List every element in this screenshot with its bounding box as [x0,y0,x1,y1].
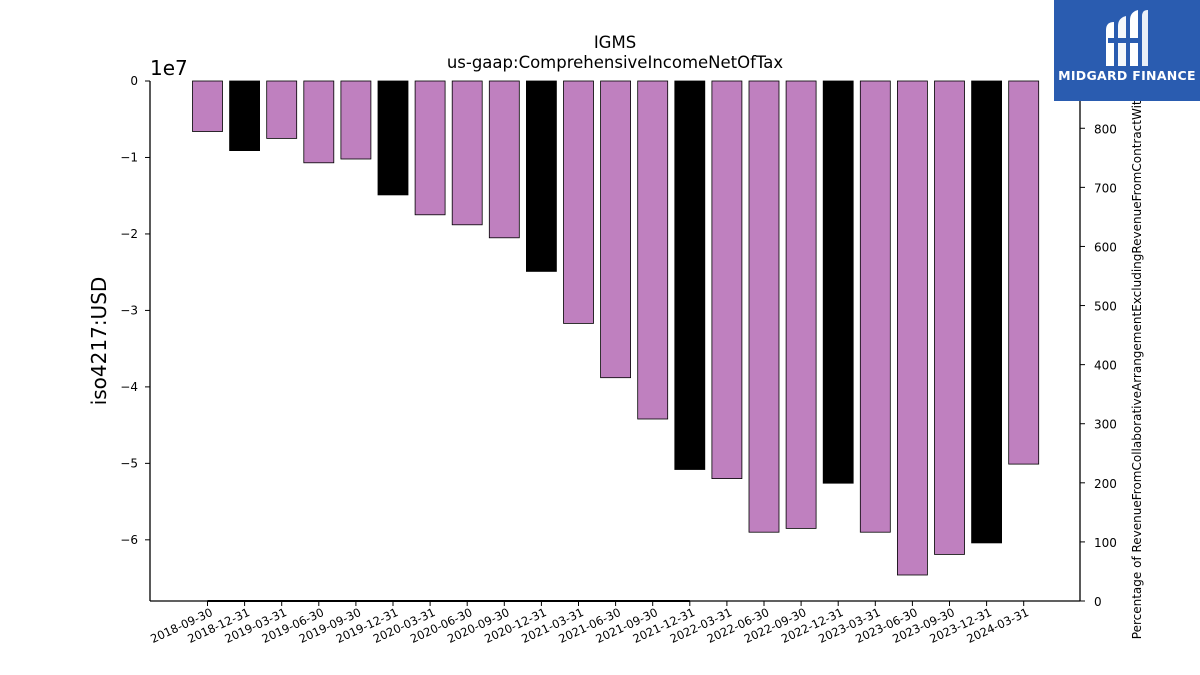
logo-text: MIDGARD FINANCE [1058,68,1196,83]
logo-mark-icon [1106,10,1148,66]
y2-ticks: 0 100 200 300 400 500 600 700 800 [1080,122,1117,609]
bar-2022-06-30 [748,80,780,533]
bar-2021-03-31 [563,80,594,324]
bar-2024-03-31 [1008,80,1040,465]
bar-2018-12-31 [229,80,261,151]
y-tick-label: −5 [120,456,138,470]
y-tick-label: −1 [120,150,138,164]
y-tick-label: −6 [120,533,138,547]
y2-tick-label: 500 [1094,300,1117,314]
y-axis-label: iso4217:USD [87,277,111,406]
y-tick-label: −2 [120,227,138,241]
x-ticks: 2018-09-302018-12-312019-03-312019-06-30… [148,601,1031,646]
bars-layer [192,80,1040,576]
y2-tick-label: 100 [1094,536,1117,550]
y2-tick-label: 700 [1094,181,1117,195]
bar-2019-03-31 [266,80,298,139]
midgard-finance-logo: MIDGARD FINANCE [1054,0,1200,101]
y2-tick-label: 400 [1094,359,1117,373]
y-ticks: 0 −1 −2 −3 −4 −5 −6 [120,74,150,547]
bar-2022-03-31 [711,80,743,480]
bar-2020-06-30 [451,80,483,226]
bar-2022-09-30 [785,80,817,529]
chart-title: IGMS [594,33,636,52]
bar-2020-03-31 [414,80,446,216]
bar-2021-06-30 [600,80,631,379]
y2-tick-label: 0 [1094,595,1102,609]
bar-2021-09-30 [637,80,669,420]
y2-tick-label: 300 [1094,418,1117,432]
y2-tick-label: 200 [1094,477,1117,491]
bar-2018-09-30 [192,80,223,132]
bar-2023-12-31 [971,80,1002,544]
y2-axis-label: Percentage of RevenueFromCollaborativeAr… [1130,93,1144,639]
axes [149,81,1081,602]
y2-tick-label: 600 [1094,240,1117,254]
bar-2020-12-31 [526,80,557,272]
bar-2019-06-30 [303,80,335,164]
bar-2023-06-30 [897,80,928,576]
chart-subtitle: us-gaap:ComprehensiveIncomeNetOfTax [447,53,784,72]
bar-2023-03-31 [859,80,891,533]
bar-2019-09-30 [340,80,372,160]
y-tick-label: 0 [130,74,138,88]
y-offset-text: 1e7 [150,56,188,80]
bar-2019-12-31 [377,80,409,196]
bar-2021-12-31 [674,80,706,470]
bar-2023-09-30 [934,80,965,555]
bar-2020-09-30 [488,80,520,239]
bar-2022-12-31 [822,80,854,484]
y-tick-label: −4 [120,380,138,394]
y-tick-label: −3 [120,303,138,317]
y2-tick-label: 800 [1094,122,1117,136]
